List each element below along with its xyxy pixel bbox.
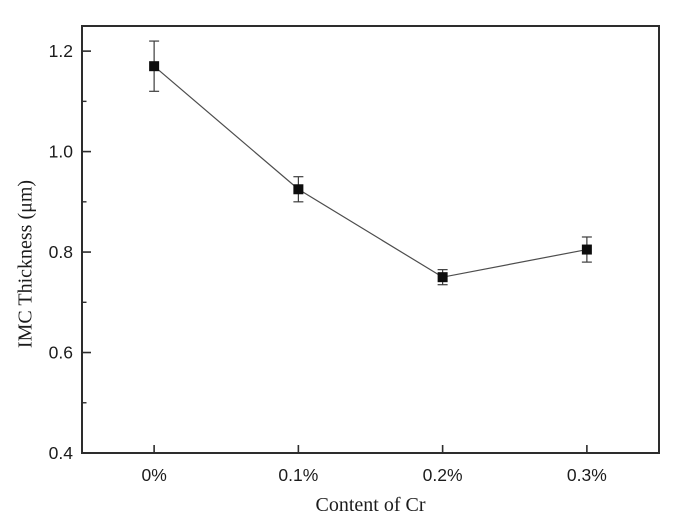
- x-tick-label: 0.1%: [278, 465, 318, 485]
- y-tick-label: 0.8: [49, 242, 73, 262]
- x-tick-label: 0.2%: [423, 465, 463, 485]
- y-tick-label: 1.0: [49, 142, 74, 162]
- y-axis-title: IMC Thickness (μm): [14, 179, 37, 349]
- data-point-marker: [149, 61, 160, 72]
- data-point-marker: [293, 184, 304, 195]
- data-line: [153, 65, 587, 278]
- y-tick-label: 0.6: [49, 343, 73, 363]
- x-axis-title: Content of Cr: [315, 494, 426, 516]
- x-tick-label: 0.3%: [567, 465, 607, 485]
- data-point-marker: [437, 272, 448, 283]
- plot-frame: [81, 25, 660, 454]
- x-tick-label: 0%: [141, 465, 166, 485]
- y-tick-label: 1.2: [49, 41, 73, 61]
- y-tick-label: 0.4: [49, 443, 74, 463]
- data-point-marker: [581, 244, 592, 255]
